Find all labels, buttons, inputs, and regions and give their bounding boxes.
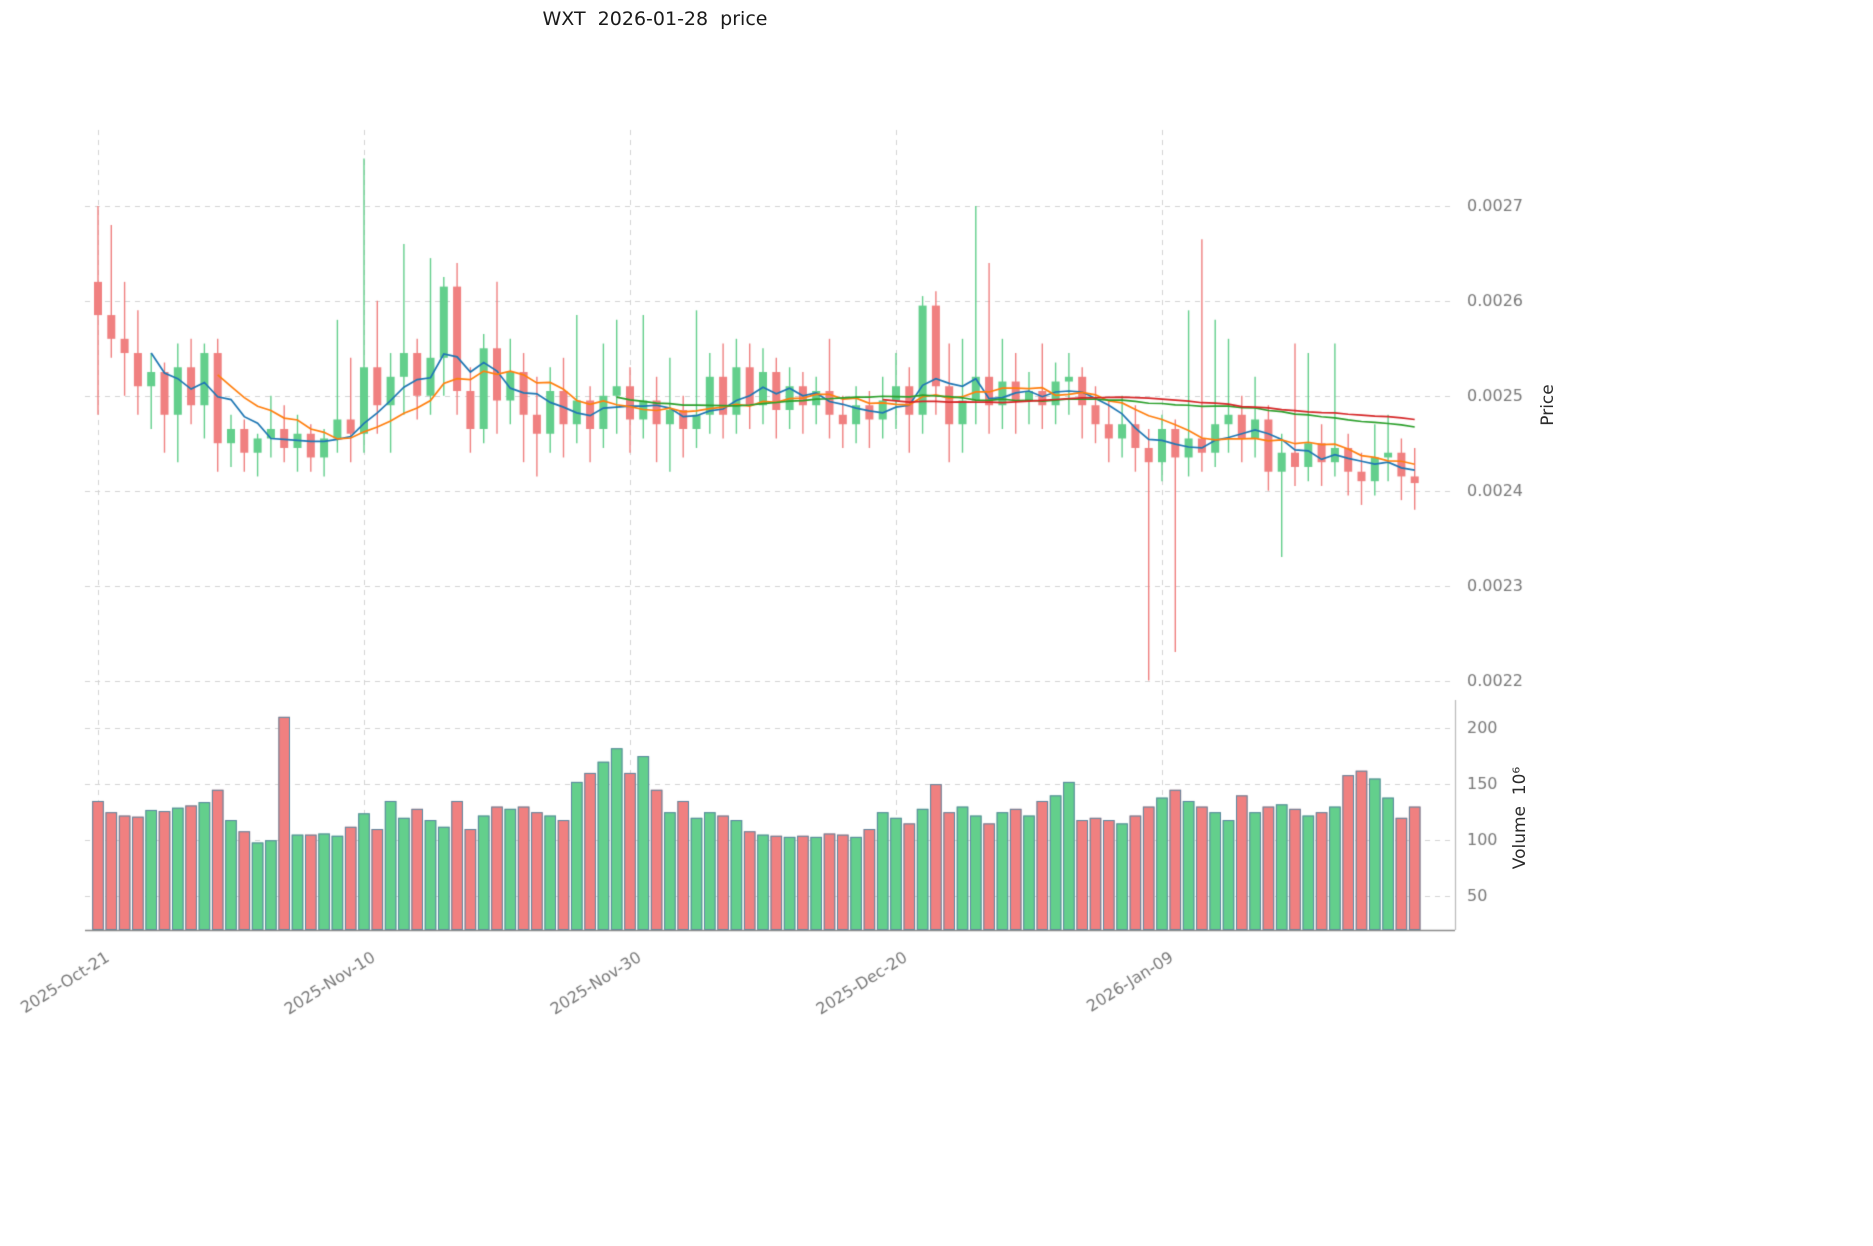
- volume-axis-label: Volume 10⁶: [1510, 766, 1530, 870]
- chart-title: WXT 2026-01-28 price: [542, 8, 768, 30]
- price-axis-label: Price: [1538, 384, 1558, 426]
